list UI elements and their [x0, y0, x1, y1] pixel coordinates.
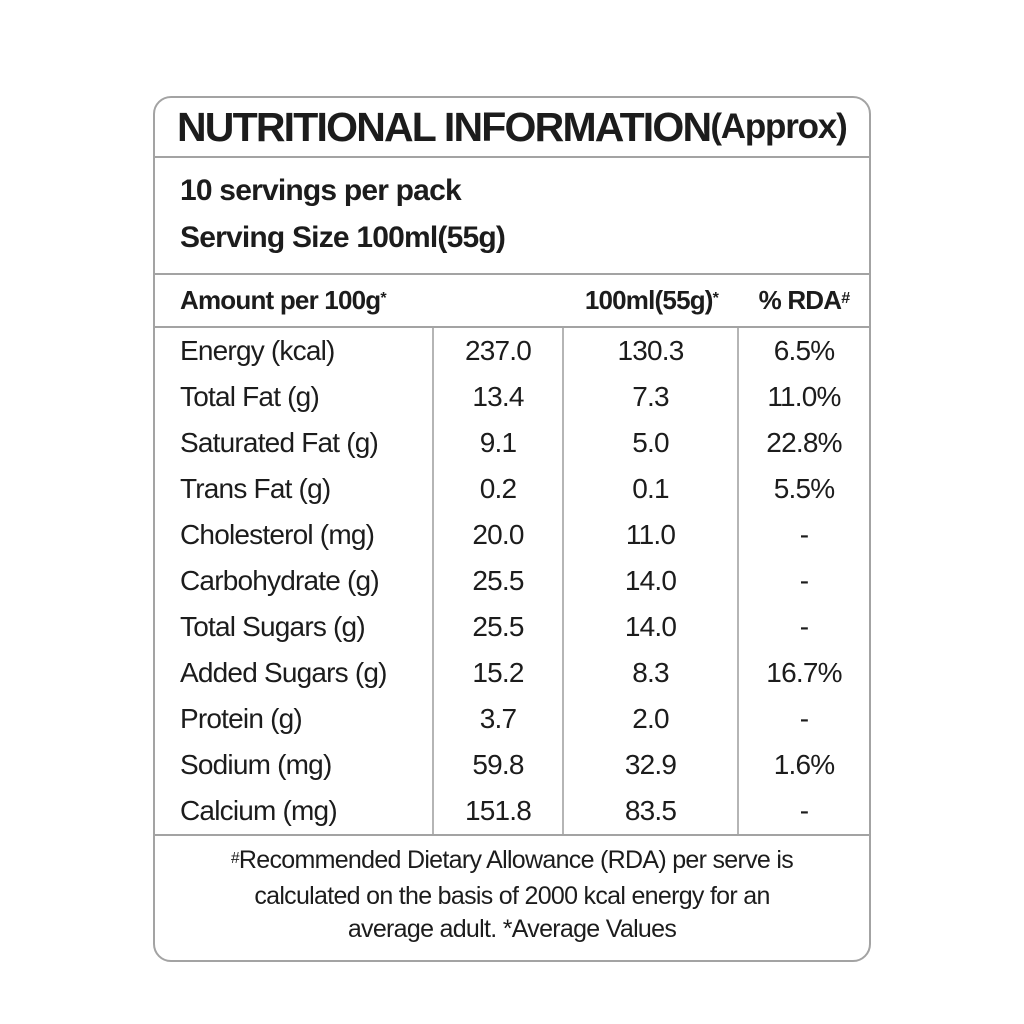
value-rda: -: [799, 565, 809, 596]
nutrient-name: Total Sugars (g): [155, 604, 434, 650]
value-per-100g: 9.1: [434, 420, 564, 466]
table-row: Trans Fat (g) 0.2 0.1 5.5%: [155, 466, 869, 512]
value-per-serving: 11.0: [564, 512, 739, 558]
rda-hash: #: [841, 289, 850, 308]
value-per-100g: 0.2: [434, 466, 564, 512]
amount-asterisk: *: [380, 289, 386, 308]
per-serving-asterisk: *: [712, 289, 719, 308]
table-row: Total Sugars (g) 25.5 14.0 -: [155, 604, 869, 650]
footnote-hash: #: [230, 849, 240, 867]
footnote-section: #Recommended Dietary Allowance (RDA) per…: [155, 836, 869, 960]
value-per-serving: 32.9: [564, 742, 739, 788]
table-row: Saturated Fat (g) 9.1 5.0 22.8%: [155, 420, 869, 466]
column-header-amount-per-100g: Amount per 100g*: [155, 285, 564, 316]
nutrition-title: NUTRITIONAL INFORMATION: [177, 103, 712, 150]
value-per-serving: 14.0: [564, 604, 739, 650]
value-rda: 11.0%: [767, 381, 841, 412]
footnote-line-3: average adult. *Average Values: [347, 915, 677, 943]
value-per-100g: 25.5: [434, 558, 564, 604]
value-per-100g: 15.2: [434, 650, 564, 696]
column-header-rda-text: % RDA: [758, 285, 842, 315]
value-rda: 22.8%: [766, 427, 842, 458]
nutrition-label-card: NUTRITIONAL INFORMATION (Approx) 10 servi…: [153, 96, 871, 962]
value-per-100g: 13.4: [434, 374, 564, 420]
nutrient-name: Trans Fat (g): [155, 466, 434, 512]
table-row: Total Fat (g) 13.4 7.3 11.0%: [155, 374, 869, 420]
nutrient-name: Total Fat (g): [155, 374, 434, 420]
nutrient-name: Cholesterol (mg): [155, 512, 434, 558]
table-row: Calcium (mg) 151.8 83.5 -: [155, 788, 869, 834]
value-per-serving: 5.0: [564, 420, 739, 466]
table-row: Added Sugars (g) 15.2 8.3 16.7%: [155, 650, 869, 696]
table-row: Protein (g) 3.7 2.0 -: [155, 696, 869, 742]
table-row: Sodium (mg) 59.8 32.9 1.6%: [155, 742, 869, 788]
value-rda: 16.7%: [766, 657, 842, 688]
value-rda: -: [799, 611, 809, 642]
value-per-serving: 83.5: [564, 788, 739, 834]
value-per-serving: 2.0: [564, 696, 739, 742]
footnote-line-1: #Recommended Dietary Allowance (RDA) per…: [167, 844, 857, 880]
title-approx: (Approx): [710, 107, 847, 146]
footnote-line-2: calculated on the basis of 2000 kcal ene…: [254, 882, 770, 910]
value-rda: 5.5%: [773, 473, 835, 504]
nutrient-name: Added Sugars (g): [155, 650, 434, 696]
column-header-rda: % RDA#: [739, 285, 869, 316]
serving-size: Serving Size 100ml(55g): [180, 221, 506, 254]
value-per-serving: 0.1: [564, 466, 739, 512]
value-per-serving: 14.0: [564, 558, 739, 604]
column-header-per-serving-text: 100ml(55g): [584, 285, 714, 315]
nutrition-table-body: Energy (kcal) 237.0 130.3 6.5% Total Fat (g)…: [155, 328, 869, 836]
table-header-row: Amount per 100g* 100ml(55g)* % RDA#: [155, 275, 869, 328]
nutrient-name: Sodium (mg): [155, 742, 434, 788]
title-section: NUTRITIONAL INFORMATION (Approx): [155, 98, 869, 158]
nutrient-name: Energy (kcal): [155, 328, 434, 374]
footnote-line-1-text: Recommended Dietary Allowance (RDA) per …: [238, 846, 794, 874]
servings-section: 10 servings per pack Serving Size 100ml(…: [155, 158, 869, 275]
table-row: Energy (kcal) 237.0 130.3 6.5%: [155, 328, 869, 374]
nutrient-name: Calcium (mg): [155, 788, 434, 834]
value-rda: -: [799, 519, 809, 550]
value-per-100g: 59.8: [434, 742, 564, 788]
value-rda: 6.5%: [773, 335, 835, 366]
value-per-100g: 3.7: [434, 696, 564, 742]
table-row: Carbohydrate (g) 25.5 14.0 -: [155, 558, 869, 604]
nutrient-name: Saturated Fat (g): [155, 420, 434, 466]
column-header-per-serving: 100ml(55g)*: [564, 285, 739, 316]
value-rda: 1.6%: [773, 749, 835, 780]
table-row: Cholesterol (mg) 20.0 11.0 -: [155, 512, 869, 558]
nutrient-name: Carbohydrate (g): [155, 558, 434, 604]
servings-per-pack: 10 servings per pack: [180, 174, 462, 207]
value-per-100g: 25.5: [434, 604, 564, 650]
value-per-serving: 130.3: [564, 328, 739, 374]
value-per-100g: 237.0: [434, 328, 564, 374]
nutrient-name: Protein (g): [155, 696, 434, 742]
value-per-100g: 20.0: [434, 512, 564, 558]
value-rda: -: [799, 795, 809, 826]
value-per-100g: 151.8: [434, 788, 564, 834]
column-header-amount-text: Amount per 100g: [180, 285, 381, 315]
value-per-serving: 7.3: [564, 374, 739, 420]
value-rda: -: [799, 703, 809, 734]
value-per-serving: 8.3: [564, 650, 739, 696]
